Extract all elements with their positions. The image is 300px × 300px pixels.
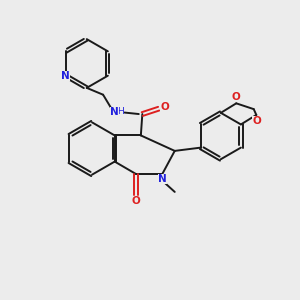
Text: O: O (253, 116, 261, 127)
Text: O: O (231, 92, 240, 102)
Text: O: O (160, 102, 169, 112)
Text: N: N (61, 71, 70, 81)
Text: H: H (118, 107, 124, 116)
Text: N: N (110, 107, 119, 117)
Text: N: N (158, 174, 167, 184)
Text: O: O (132, 196, 140, 206)
